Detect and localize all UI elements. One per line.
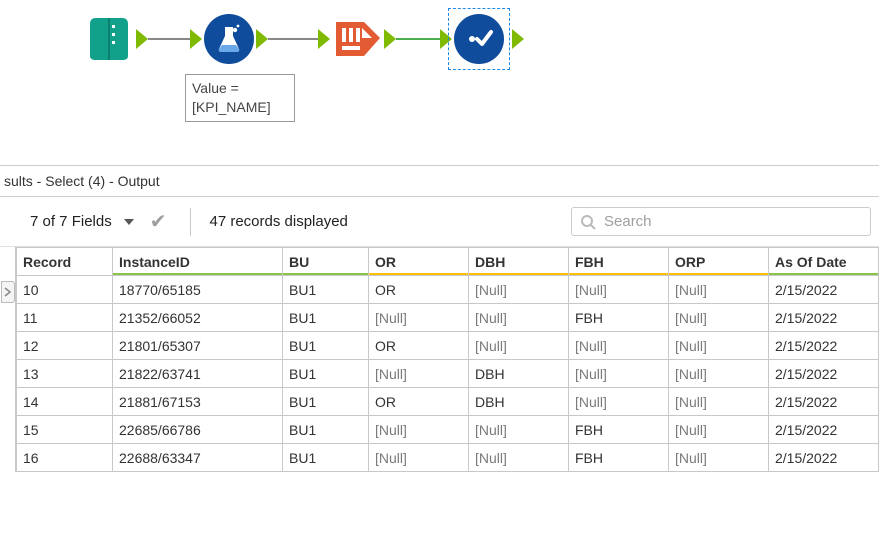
cell-asofdate[interactable]: 2/15/2022 xyxy=(769,304,879,332)
cell-fbh[interactable]: FBH xyxy=(569,416,669,444)
cell-fbh[interactable]: FBH xyxy=(569,304,669,332)
cell-record[interactable]: 12 xyxy=(17,332,113,360)
cell-or[interactable]: [Null] xyxy=(369,304,469,332)
cell-or[interactable]: [Null] xyxy=(369,360,469,388)
column-header-instanceid[interactable]: InstanceID xyxy=(113,248,283,276)
cell-instanceid[interactable]: 21822/63741 xyxy=(113,360,283,388)
cell-instanceid[interactable]: 21881/67153 xyxy=(113,388,283,416)
fields-count-label[interactable]: 7 of 7 Fields xyxy=(30,213,112,230)
tool-formula[interactable] xyxy=(204,14,254,64)
cell-or[interactable]: OR xyxy=(369,332,469,360)
cell-record[interactable]: 16 xyxy=(17,444,113,472)
cell-orp[interactable]: [Null] xyxy=(669,416,769,444)
cell-instanceid[interactable]: 22688/63347 xyxy=(113,444,283,472)
cell-orp[interactable]: [Null] xyxy=(669,276,769,304)
table-row[interactable]: 1421881/67153BU1ORDBH[Null][Null]2/15/20… xyxy=(17,388,879,416)
column-header-asofdate[interactable]: As Of Date xyxy=(769,248,879,276)
tool-macro-input[interactable] xyxy=(84,14,134,64)
column-header-bu[interactable]: BU xyxy=(283,248,369,276)
cell-dbh[interactable]: [Null] xyxy=(469,276,569,304)
cell-instanceid[interactable]: 18770/65185 xyxy=(113,276,283,304)
fields-dropdown-icon[interactable] xyxy=(124,219,134,225)
results-panel-title: sults - Select (4) - Output xyxy=(0,166,879,197)
cell-orp[interactable]: [Null] xyxy=(669,388,769,416)
cell-record[interactable]: 11 xyxy=(17,304,113,332)
table-row[interactable]: 1221801/65307BU1OR[Null][Null][Null]2/15… xyxy=(17,332,879,360)
cell-fbh[interactable]: FBH xyxy=(569,444,669,472)
results-gutter xyxy=(0,247,16,472)
toolbar-divider xyxy=(190,208,191,236)
cell-dbh[interactable]: DBH xyxy=(469,360,569,388)
cell-bu[interactable]: BU1 xyxy=(283,388,369,416)
records-count-label: 47 records displayed xyxy=(209,213,347,230)
cell-dbh[interactable]: [Null] xyxy=(469,416,569,444)
cell-asofdate[interactable]: 2/15/2022 xyxy=(769,360,879,388)
cell-orp[interactable]: [Null] xyxy=(669,444,769,472)
cell-instanceid[interactable]: 21352/66052 xyxy=(113,304,283,332)
cell-or[interactable]: OR xyxy=(369,388,469,416)
column-header-or[interactable]: OR xyxy=(369,248,469,276)
cell-instanceid[interactable]: 21801/65307 xyxy=(113,332,283,360)
tool-annotation: Value = [KPI_NAME] xyxy=(185,74,295,122)
cell-dbh[interactable]: [Null] xyxy=(469,332,569,360)
cell-bu[interactable]: BU1 xyxy=(283,444,369,472)
cell-orp[interactable]: [Null] xyxy=(669,360,769,388)
cell-orp[interactable]: [Null] xyxy=(669,332,769,360)
search-icon xyxy=(580,214,596,230)
tool-macro-output[interactable] xyxy=(454,14,504,64)
cell-bu[interactable]: BU1 xyxy=(283,360,369,388)
cell-bu[interactable]: BU1 xyxy=(283,332,369,360)
column-header-record[interactable]: Record xyxy=(17,248,113,276)
column-header-fbh[interactable]: FBH xyxy=(569,248,669,276)
gutter-expand-button[interactable] xyxy=(1,281,15,303)
cell-fbh[interactable]: [Null] xyxy=(569,332,669,360)
table-row[interactable]: 1018770/65185BU1OR[Null][Null][Null]2/15… xyxy=(17,276,879,304)
cell-dbh[interactable]: [Null] xyxy=(469,304,569,332)
workflow-canvas[interactable]: Value = [KPI_NAME] xyxy=(0,0,879,165)
column-header-dbh[interactable]: DBH xyxy=(469,248,569,276)
table-row[interactable]: 1321822/63741BU1[Null]DBH[Null][Null]2/1… xyxy=(17,360,879,388)
cell-record[interactable]: 10 xyxy=(17,276,113,304)
table-row[interactable]: 1121352/66052BU1[Null][Null]FBH[Null]2/1… xyxy=(17,304,879,332)
results-table[interactable]: RecordInstanceIDBUORDBHFBHORPAs Of Date … xyxy=(16,247,879,472)
cell-asofdate[interactable]: 2/15/2022 xyxy=(769,388,879,416)
cell-bu[interactable]: BU1 xyxy=(283,276,369,304)
annotation-text: Value = [KPI_NAME] xyxy=(192,80,271,115)
cell-asofdate[interactable]: 2/15/2022 xyxy=(769,416,879,444)
cell-instanceid[interactable]: 22685/66786 xyxy=(113,416,283,444)
cell-record[interactable]: 14 xyxy=(17,388,113,416)
cell-or[interactable]: OR xyxy=(369,276,469,304)
cell-or[interactable]: [Null] xyxy=(369,416,469,444)
cell-record[interactable]: 13 xyxy=(17,360,113,388)
cell-asofdate[interactable]: 2/15/2022 xyxy=(769,276,879,304)
cell-asofdate[interactable]: 2/15/2022 xyxy=(769,444,879,472)
cell-record[interactable]: 15 xyxy=(17,416,113,444)
cell-orp[interactable]: [Null] xyxy=(669,304,769,332)
results-toolbar: 7 of 7 Fields ✔ 47 records displayed xyxy=(0,197,879,247)
apply-check-icon[interactable]: ✔ xyxy=(150,209,167,234)
cell-dbh[interactable]: DBH xyxy=(469,388,569,416)
column-header-orp[interactable]: ORP xyxy=(669,248,769,276)
search-input[interactable] xyxy=(602,212,862,231)
search-box[interactable] xyxy=(571,207,871,236)
table-row[interactable]: 1622688/63347BU1[Null][Null]FBH[Null]2/1… xyxy=(17,444,879,472)
cell-or[interactable]: [Null] xyxy=(369,444,469,472)
cell-dbh[interactable]: [Null] xyxy=(469,444,569,472)
cell-bu[interactable]: BU1 xyxy=(283,304,369,332)
cell-bu[interactable]: BU1 xyxy=(283,416,369,444)
tool-select[interactable] xyxy=(332,14,382,64)
cell-asofdate[interactable]: 2/15/2022 xyxy=(769,332,879,360)
cell-fbh[interactable]: [Null] xyxy=(569,360,669,388)
cell-fbh[interactable]: [Null] xyxy=(569,388,669,416)
table-row[interactable]: 1522685/66786BU1[Null][Null]FBH[Null]2/1… xyxy=(17,416,879,444)
cell-fbh[interactable]: [Null] xyxy=(569,276,669,304)
